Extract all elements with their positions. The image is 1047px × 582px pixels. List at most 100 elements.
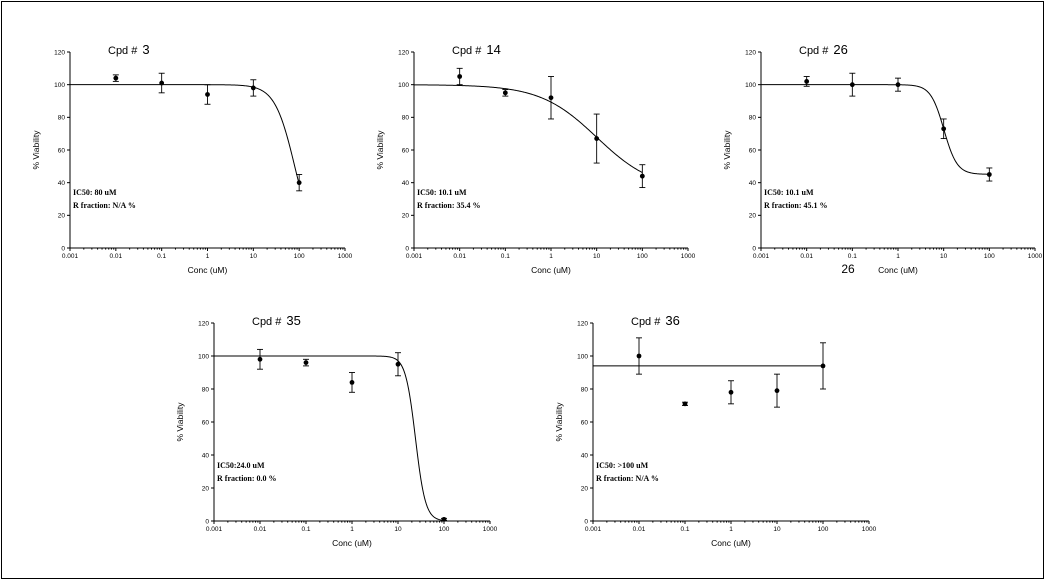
y-tick-label: 20 <box>581 485 589 492</box>
y-axis-title: % Viability <box>31 130 41 170</box>
x-tick-label: 0.01 <box>453 253 466 260</box>
x-tick-label: 0.001 <box>406 253 423 260</box>
chart-heading-compound: 14 <box>486 42 500 57</box>
chart-heading: Cpd # 14 <box>452 42 501 57</box>
stat-annotation: R fraction: N/A % <box>596 474 659 483</box>
data-point <box>159 80 165 86</box>
x-tick-label: 10 <box>940 253 948 260</box>
data-point <box>113 75 119 81</box>
chart-heading-compound: 36 <box>665 313 679 328</box>
x-axis-title: Conc (uM) <box>531 265 571 275</box>
x-tick-label: 0.001 <box>62 253 79 260</box>
data-point <box>941 126 947 132</box>
y-tick-label: 0 <box>584 518 588 525</box>
y-tick-label: 120 <box>577 320 588 327</box>
x-axis-title: Conc (uM) <box>711 538 751 548</box>
data-point <box>257 356 263 362</box>
fit-curve <box>413 84 643 173</box>
y-tick-label: 120 <box>745 49 756 56</box>
x-tick-label: 10 <box>250 253 258 260</box>
x-axis-title: Conc (uM) <box>188 265 228 275</box>
x-tick-label: 1 <box>350 526 354 533</box>
x-tick-label: 1000 <box>1028 253 1043 260</box>
y-tick-label: 120 <box>398 49 409 56</box>
chart-panel-cpd-36: 0 20 40 60 80 100 120 0.001 0.01 0.1 1 10 100 1000 Con… <box>554 313 877 548</box>
x-tick-label: 10 <box>773 526 781 533</box>
y-tick-label: 40 <box>202 452 210 459</box>
data-point <box>820 363 826 369</box>
data-point <box>349 380 355 385</box>
x-tick-label: 1 <box>729 526 733 533</box>
y-axis-title: % Viability <box>175 402 185 442</box>
x-tick-label: 0.01 <box>800 253 813 260</box>
data-point <box>205 92 210 97</box>
extra-label: 26 <box>841 262 855 276</box>
chart-heading-compound: 35 <box>286 313 300 328</box>
data-point <box>594 136 600 141</box>
data-point <box>728 389 734 395</box>
x-tick-label: 0.01 <box>110 253 123 260</box>
y-tick-label: 20 <box>749 213 757 220</box>
y-tick-label: 80 <box>202 386 210 393</box>
y-axis-title: % Viability <box>722 130 732 170</box>
chart-heading-prefix: Cpd # <box>108 45 138 57</box>
y-tick-label: 100 <box>54 82 65 89</box>
x-tick-label: 0.01 <box>633 526 646 533</box>
y-tick-label: 60 <box>581 419 589 426</box>
chart-heading-prefix: Cpd # <box>252 316 282 328</box>
data-point <box>250 85 256 91</box>
x-tick-label: 1 <box>896 253 900 260</box>
data-point <box>986 172 992 177</box>
y-axis-title: % Viability <box>375 130 385 170</box>
stat-annotation: IC50:24.0 uM <box>217 461 265 470</box>
x-tick-label: 100 <box>984 253 995 260</box>
data-point <box>774 388 780 394</box>
x-tick-label: 1000 <box>681 253 696 260</box>
y-tick-label: 120 <box>198 320 209 327</box>
x-tick-label: 100 <box>294 253 305 260</box>
y-tick-label: 20 <box>202 485 210 492</box>
stat-annotation: R fraction: 35.4 % <box>417 201 481 210</box>
y-tick-label: 0 <box>752 245 756 252</box>
x-tick-label: 0.1 <box>501 253 510 260</box>
y-tick-label: 20 <box>58 213 66 220</box>
x-axis-title: Conc (uM) <box>332 538 372 548</box>
data-point <box>296 180 302 186</box>
x-tick-label: 0.001 <box>206 526 223 533</box>
x-tick-label: 100 <box>439 526 450 533</box>
chart-heading: Cpd # 35 <box>252 313 301 328</box>
y-tick-label: 100 <box>745 82 756 89</box>
x-tick-label: 1000 <box>483 526 498 533</box>
x-tick-label: 10 <box>394 526 402 533</box>
data-point <box>457 74 463 79</box>
y-tick-label: 0 <box>205 518 209 525</box>
y-tick-label: 80 <box>402 115 410 122</box>
stat-annotation: IC50: 10.1 uM <box>764 188 814 197</box>
chart-heading-compound: 3 <box>142 42 149 57</box>
fit-curve <box>761 84 990 175</box>
x-tick-label: 1000 <box>338 253 353 260</box>
x-tick-label: 0.001 <box>753 253 770 260</box>
y-tick-label: 60 <box>749 147 757 154</box>
y-tick-label: 60 <box>58 147 66 154</box>
chart-heading: Cpd # 3 <box>108 42 150 57</box>
stat-annotation: IC50: 80 uM <box>73 188 117 197</box>
y-tick-label: 40 <box>749 180 757 187</box>
chart-heading-prefix: Cpd # <box>799 45 829 57</box>
x-tick-label: 0.001 <box>585 526 602 533</box>
x-tick-label: 1000 <box>862 526 877 533</box>
y-tick-label: 40 <box>581 452 589 459</box>
chart-panel-cpd-35: 0 20 40 60 80 100 120 0.001 0.01 0.1 1 10 100 1000 Con… <box>175 313 498 548</box>
y-tick-label: 60 <box>202 419 210 426</box>
x-tick-label: 0.01 <box>254 526 267 533</box>
stat-annotation: R fraction: N/A % <box>73 201 136 210</box>
x-tick-label: 0.1 <box>848 253 857 260</box>
x-tick-label: 0.1 <box>301 526 310 533</box>
y-tick-label: 40 <box>402 180 410 187</box>
y-tick-label: 120 <box>54 49 65 56</box>
data-point <box>849 82 855 88</box>
y-tick-label: 100 <box>198 353 209 360</box>
x-tick-label: 1 <box>206 253 210 260</box>
x-tick-label: 10 <box>593 253 601 260</box>
